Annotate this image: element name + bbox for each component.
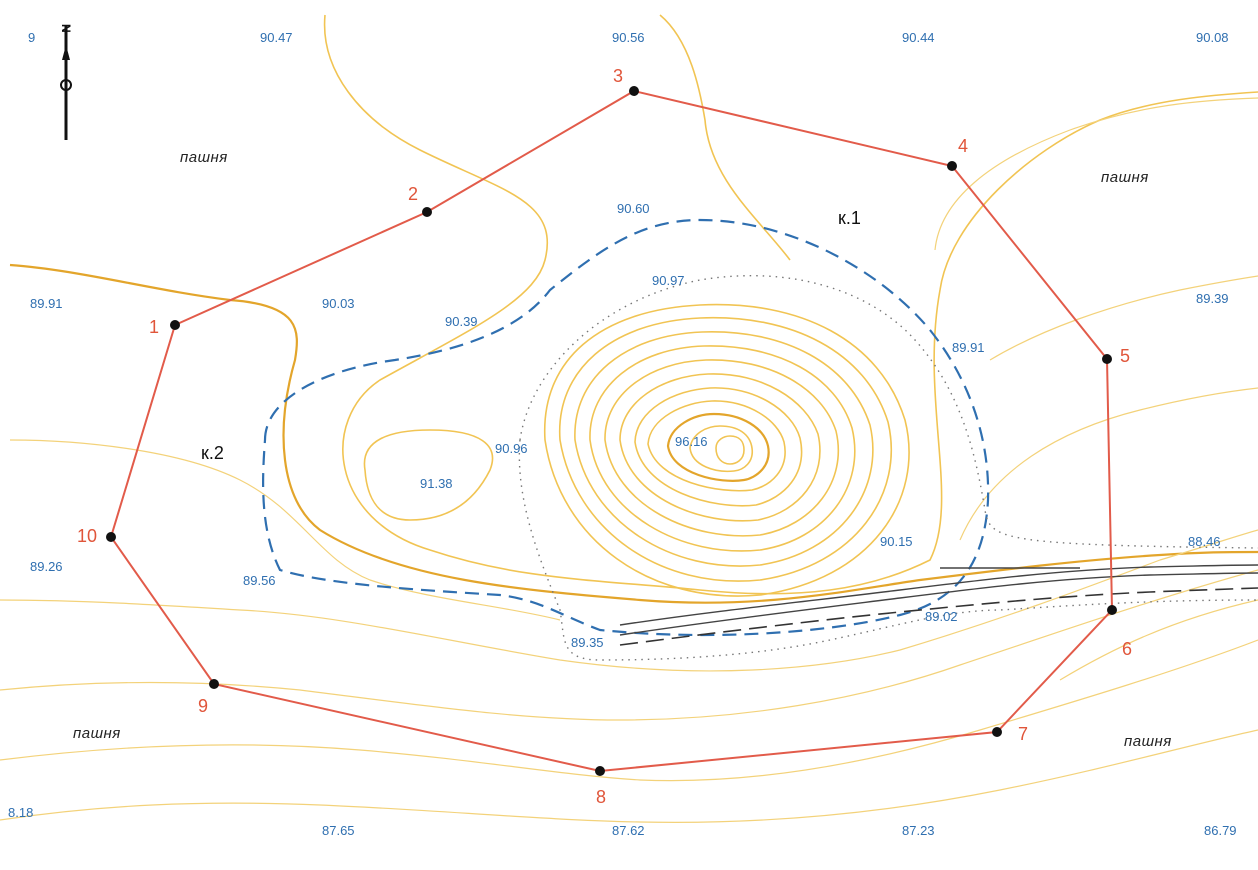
station-labels: 1 2 3 4 5 6 7 8 9 10 xyxy=(77,66,1132,807)
elevation-label: 8.18 xyxy=(8,805,33,820)
station-label: 10 xyxy=(77,526,97,546)
station-label: 2 xyxy=(408,184,418,204)
north-arrow-icon: N xyxy=(59,24,73,140)
elevation-labels: 9 90.47 90.56 90.44 90.08 89.91 90.03 89… xyxy=(8,30,1237,838)
contour-lines xyxy=(0,14,1258,823)
land-label: пашня xyxy=(1101,169,1149,186)
station-point-6 xyxy=(1107,605,1117,615)
survey-boundary xyxy=(109,89,1114,773)
elevation-label: 90.03 xyxy=(322,296,355,311)
elevation-label: 90.47 xyxy=(260,30,293,45)
elevation-label: 90.96 xyxy=(495,441,528,456)
station-points xyxy=(106,86,1117,776)
station-point-8 xyxy=(595,766,605,776)
land-labels: пашня пашня пашня пашня xyxy=(73,149,1172,750)
station-label: 8 xyxy=(596,787,606,807)
elevation-label: 89.91 xyxy=(30,296,63,311)
elevation-label: 90.15 xyxy=(880,534,913,549)
station-point-5 xyxy=(1102,354,1112,364)
station-label: 6 xyxy=(1122,639,1132,659)
road xyxy=(619,564,1258,646)
key-label-1: к.1 xyxy=(838,208,861,228)
dotted-outline xyxy=(518,274,1258,661)
elevation-label: 90.08 xyxy=(1196,30,1229,45)
elevation-label: 90.39 xyxy=(445,314,478,329)
station-label: 5 xyxy=(1120,346,1130,366)
elevation-label: 90.56 xyxy=(612,30,645,45)
station-label: 9 xyxy=(198,696,208,716)
elevation-label: 90.97 xyxy=(652,273,685,288)
station-point-10 xyxy=(106,532,116,542)
land-label: пашня xyxy=(73,725,121,742)
elevation-label: 96.16 xyxy=(675,434,708,449)
station-point-9 xyxy=(209,679,219,689)
station-label: 1 xyxy=(149,317,159,337)
station-point-7 xyxy=(992,727,1002,737)
land-label: пашня xyxy=(180,149,228,166)
station-label: 7 xyxy=(1018,724,1028,744)
elevation-label: 87.62 xyxy=(612,823,645,838)
elevation-label: 87.23 xyxy=(902,823,935,838)
elevation-label: 89.02 xyxy=(925,609,958,624)
station-point-2 xyxy=(422,207,432,217)
elevation-label: 89.91 xyxy=(952,340,985,355)
elevation-label: 91.38 xyxy=(420,476,453,491)
north-label: N xyxy=(59,24,73,33)
elevation-label: 89.39 xyxy=(1196,291,1229,306)
station-label: 4 xyxy=(958,136,968,156)
station-label: 3 xyxy=(613,66,623,86)
elevation-label: 90.60 xyxy=(617,201,650,216)
key-labels: к.1 к.2 xyxy=(201,208,861,463)
elevation-label: 89.26 xyxy=(30,559,63,574)
pit-outline xyxy=(262,218,990,637)
elevation-label: 9 xyxy=(28,30,35,45)
elevation-label: 86.79 xyxy=(1204,823,1237,838)
station-point-4 xyxy=(947,161,957,171)
elevation-label: 90.44 xyxy=(902,30,935,45)
elevation-label: 87.65 xyxy=(322,823,355,838)
elevation-label: 88.46 xyxy=(1188,534,1221,549)
station-point-1 xyxy=(170,320,180,330)
elevation-label: 89.56 xyxy=(243,573,276,588)
hill-contours xyxy=(543,303,910,597)
key-label-2: к.2 xyxy=(201,443,224,463)
elevation-label: 89.35 xyxy=(571,635,604,650)
station-point-3 xyxy=(629,86,639,96)
land-label: пашня xyxy=(1124,733,1172,750)
